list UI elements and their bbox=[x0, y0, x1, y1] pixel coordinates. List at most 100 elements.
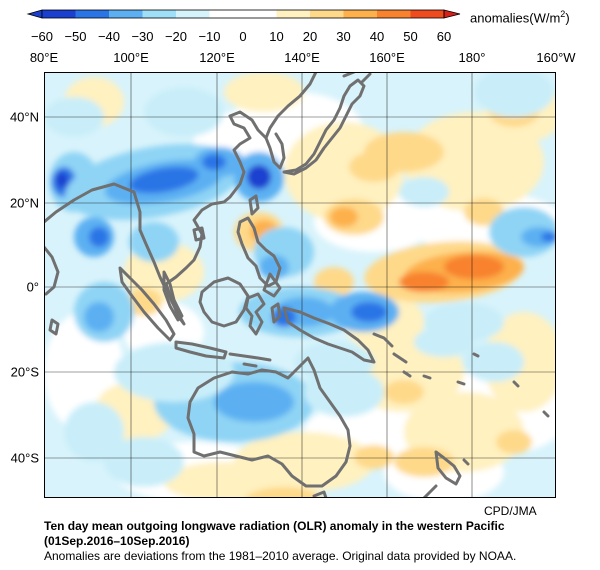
latitude-label: 20°S bbox=[10, 364, 39, 380]
coastline bbox=[262, 272, 282, 298]
olr-anomaly-map bbox=[44, 72, 556, 498]
coastline bbox=[264, 132, 286, 170]
coastline bbox=[282, 306, 376, 364]
figure-title: Ten day mean outgoing longwave radiation… bbox=[44, 519, 505, 533]
anomaly-region bbox=[349, 152, 399, 182]
coastline bbox=[402, 352, 550, 466]
anomaly-region bbox=[384, 380, 424, 404]
colorbar-segment bbox=[109, 10, 143, 18]
colorbar-tick-label: −30 bbox=[131, 29, 154, 44]
anomaly-region bbox=[399, 272, 449, 292]
anomaly-region bbox=[129, 222, 179, 262]
coastline bbox=[270, 302, 282, 324]
colorbar-arrow-right bbox=[443, 9, 461, 19]
anomaly-region bbox=[259, 255, 289, 279]
anomaly-region bbox=[414, 327, 474, 357]
colorbar-segment bbox=[343, 10, 377, 18]
colorbar-segment bbox=[410, 10, 444, 18]
coastline bbox=[44, 245, 60, 296]
anomaly-region bbox=[444, 255, 504, 279]
colorbar-tick-label: 60 bbox=[436, 29, 452, 44]
coastline bbox=[186, 356, 352, 488]
colorbar-outline bbox=[41, 9, 445, 19]
coastline bbox=[372, 332, 408, 364]
colorbar-arrow-left bbox=[26, 9, 43, 19]
anomaly-region bbox=[64, 402, 124, 462]
colorbar-segment bbox=[243, 10, 277, 18]
longitude-label: 100°E bbox=[113, 50, 149, 65]
anomaly-region bbox=[304, 367, 384, 417]
coastlines bbox=[44, 72, 550, 498]
anomaly-region bbox=[474, 72, 554, 117]
colorbar-segment bbox=[75, 10, 109, 18]
colorbar-tick-label: 20 bbox=[302, 29, 318, 44]
anomaly-region bbox=[464, 198, 504, 226]
colorbar-tick-label: 50 bbox=[403, 29, 418, 44]
anomaly-region bbox=[89, 227, 109, 247]
colorbar-tick-label: 30 bbox=[336, 29, 351, 44]
anomaly-region bbox=[330, 207, 358, 227]
colorbar-tick-label: 0 bbox=[239, 29, 247, 44]
anomaly-region bbox=[354, 445, 394, 469]
latitude-label: 0° bbox=[26, 279, 39, 295]
anomaly-region bbox=[245, 487, 323, 498]
colorbar-tick-label: −10 bbox=[198, 29, 221, 44]
anomaly-region bbox=[56, 172, 68, 188]
colorbar-tick-label: −60 bbox=[30, 29, 54, 44]
anomaly-region bbox=[214, 382, 294, 422]
anomaly-region bbox=[129, 166, 199, 194]
coastline bbox=[248, 194, 260, 216]
colorbar bbox=[26, 9, 461, 19]
anomaly-region bbox=[144, 87, 224, 137]
anomaly-region bbox=[399, 177, 449, 207]
anomaly-region bbox=[202, 154, 226, 170]
latitude-label: 40°N bbox=[9, 109, 39, 125]
longitude-label: 80°E bbox=[29, 50, 59, 65]
graticule bbox=[44, 72, 556, 498]
anomaly-region bbox=[104, 437, 184, 487]
latitude-label: 40°S bbox=[10, 450, 39, 466]
coastline bbox=[44, 72, 318, 326]
colorbar-segment bbox=[176, 10, 210, 18]
anomaly-region bbox=[394, 447, 454, 477]
colorbar-segment bbox=[42, 10, 76, 18]
anomaly-region bbox=[247, 165, 271, 189]
colorbar-tick-label: −20 bbox=[164, 29, 188, 44]
anomaly-region bbox=[164, 462, 284, 498]
anomaly-region bbox=[464, 342, 524, 382]
coastline bbox=[198, 276, 250, 328]
coastline bbox=[244, 292, 266, 336]
longitude-label: 120°E bbox=[199, 50, 235, 65]
colorbar-tick-label: −50 bbox=[64, 29, 87, 44]
anomaly-region bbox=[496, 430, 532, 454]
longitude-label: 160°E bbox=[369, 50, 405, 65]
colorbar-segment bbox=[209, 10, 243, 18]
colorbar-segment bbox=[377, 10, 411, 18]
coastline bbox=[162, 270, 184, 322]
credit-label: CPD/JMA bbox=[484, 504, 537, 518]
coastline bbox=[48, 318, 60, 336]
colorbar-tick-label: 10 bbox=[269, 29, 284, 44]
colorbar-units-label: anomalies(W/m2) bbox=[470, 9, 570, 26]
figure-period: (01Sep.2016–10Sep.2016) bbox=[44, 534, 190, 548]
anomaly-region bbox=[541, 232, 556, 242]
anomaly-region bbox=[521, 227, 556, 247]
colorbar-tick-label: 40 bbox=[369, 29, 385, 44]
anomaly-region bbox=[351, 302, 387, 322]
map-frame bbox=[44, 72, 556, 498]
coastline bbox=[434, 450, 462, 486]
longitude-label: 180° bbox=[458, 50, 486, 65]
anomaly-region bbox=[84, 302, 114, 332]
anomaly-region bbox=[126, 288, 162, 316]
colorbar-segment bbox=[310, 10, 344, 18]
figure-note: Anomalies are deviations from the 1981–2… bbox=[44, 549, 517, 563]
colorbar-segment bbox=[276, 10, 310, 18]
coastline bbox=[228, 352, 272, 368]
coastline bbox=[174, 340, 228, 360]
coastline bbox=[192, 226, 206, 242]
colorbar-segment bbox=[142, 10, 176, 18]
coastline bbox=[312, 490, 328, 498]
longitude-label: 160°W bbox=[536, 50, 576, 65]
latitude-label: 20°N bbox=[9, 195, 39, 211]
longitude-label: 140°E bbox=[284, 50, 320, 65]
